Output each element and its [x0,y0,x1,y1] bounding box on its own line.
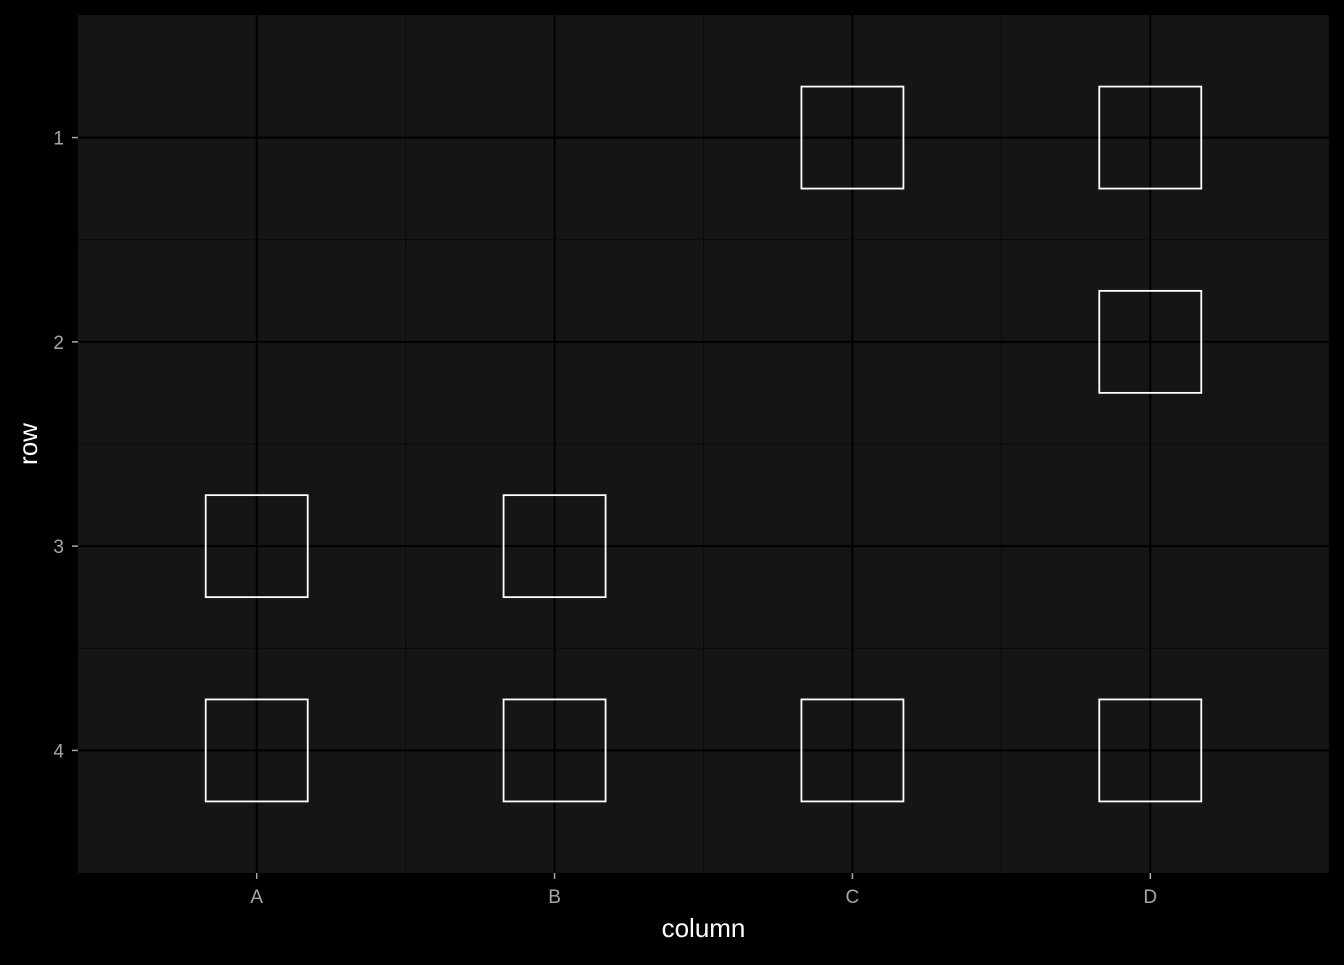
y-tick-label: 3 [53,537,64,558]
x-tick-label: D [1143,887,1157,908]
data-point-square [1098,289,1203,394]
data-point-square [204,698,309,803]
x-tick-label: A [250,887,263,908]
data-point-square [1098,85,1203,190]
y-tick-label: 2 [53,333,64,354]
x-axis-title: column [662,913,746,943]
data-point-square [1098,698,1203,803]
data-point-square [800,698,905,803]
data-points [204,85,1203,803]
data-point-square [800,85,905,190]
data-point-square [502,698,607,803]
y-tick-label: 1 [53,129,64,150]
y-axis-title: row [13,423,43,465]
x-tick-label: C [846,887,860,908]
data-point-square [502,494,607,599]
grid-lines [78,15,1329,873]
data-point-square [204,494,309,599]
x-tick-label: B [548,887,561,908]
y-tick-label: 4 [53,741,64,762]
axis-ticks: A B C D 1 2 3 4 [53,129,1157,908]
